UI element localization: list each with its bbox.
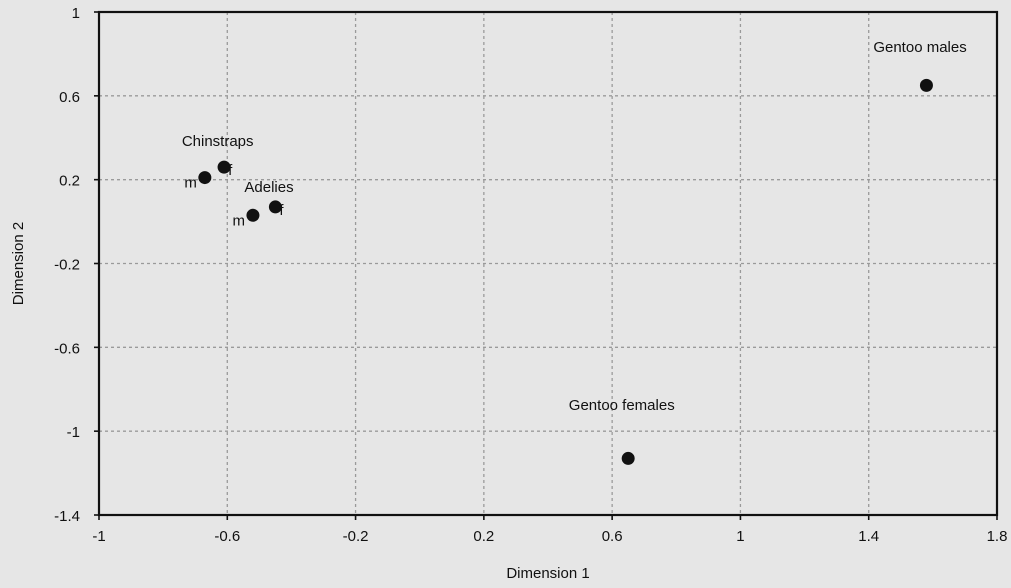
tick-marks — [94, 11, 998, 520]
annotations: Chinstraps Adelies Gentoo males Gentoo fema… — [182, 39, 967, 414]
data-point — [919, 78, 933, 92]
point-label-male: m — [184, 175, 197, 192]
y-axis-title: Dimension 2 — [10, 222, 27, 305]
y-tick-label: 0.2 — [59, 173, 80, 190]
x-tick-label: -1 — [92, 528, 105, 545]
x-tick-label: 1.8 — [987, 528, 1008, 545]
y-tick-label: -0.6 — [54, 340, 80, 357]
data-point — [268, 200, 282, 214]
x-axis-tick-labels: -1 -0.6 -0.2 0.2 0.6 1 1.4 1.8 — [92, 528, 1007, 545]
data-points — [198, 78, 933, 465]
point-label-female: f — [228, 162, 233, 179]
x-tick-label: -0.2 — [343, 528, 369, 545]
data-point — [621, 451, 635, 465]
point-label-female: f — [279, 202, 284, 219]
x-axis-title: Dimension 1 — [506, 565, 589, 582]
y-tick-label: -1.4 — [54, 508, 80, 525]
x-tick-label: 0.6 — [602, 528, 623, 545]
y-axis-tick-labels: -1.4 -1 -0.6 -0.2 0.2 0.6 1 — [54, 5, 80, 525]
y-tick-label: 0.6 — [59, 89, 80, 106]
data-point — [198, 171, 212, 185]
y-tick-label: 1 — [72, 5, 80, 22]
annotation-label: Adelies — [244, 179, 293, 196]
y-tick-label: -1 — [67, 424, 80, 441]
data-point — [246, 208, 260, 222]
annotation-label: Gentoo males — [873, 39, 966, 56]
y-tick-label: -0.2 — [54, 257, 80, 274]
annotation-label: Chinstraps — [182, 133, 254, 150]
x-tick-label: 1.4 — [858, 528, 879, 545]
point-labels: m f m f — [184, 162, 284, 229]
grid-lines — [99, 12, 997, 515]
annotation-label: Gentoo females — [569, 397, 675, 414]
data-point — [217, 160, 231, 174]
point-label-male: m — [232, 212, 245, 229]
x-tick-label: -0.6 — [214, 528, 240, 545]
x-tick-label: 1 — [736, 528, 744, 545]
x-tick-label: 0.2 — [473, 528, 494, 545]
